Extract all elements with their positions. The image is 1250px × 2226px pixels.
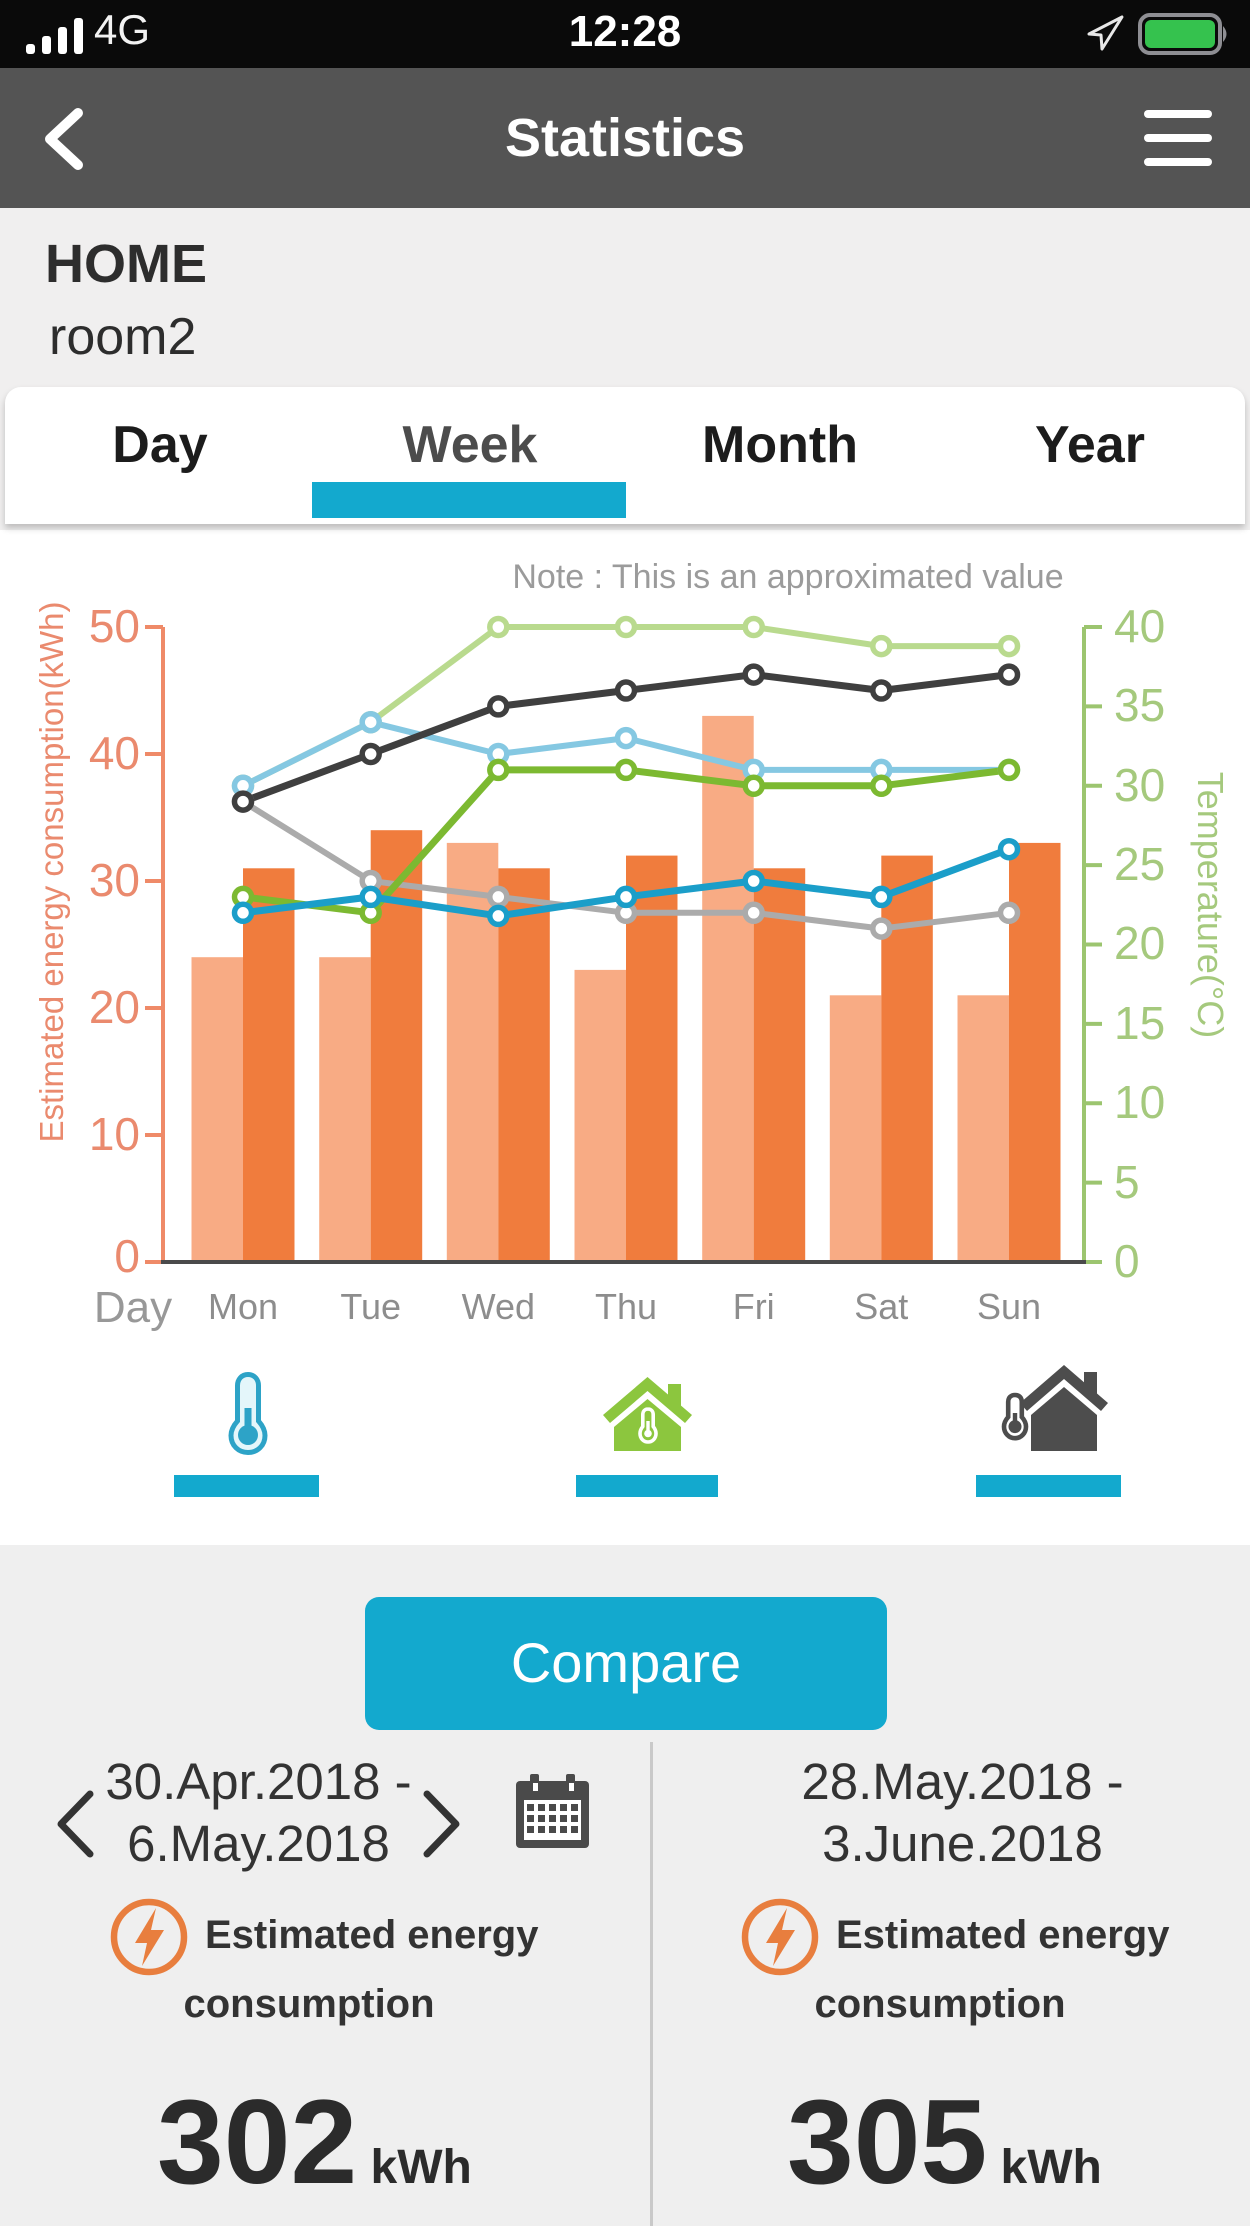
svg-text:0: 0 xyxy=(114,1230,140,1282)
svg-text:Sun: Sun xyxy=(977,1286,1041,1327)
svg-text:40: 40 xyxy=(1114,600,1165,652)
svg-text:10: 10 xyxy=(1114,1076,1165,1128)
svg-text:Mon: Mon xyxy=(208,1286,278,1327)
svg-text:Wed: Wed xyxy=(462,1286,535,1327)
svg-text:Estimated energy consumption(k: Estimated energy consumption(kWh) xyxy=(33,601,70,1142)
svg-text:40: 40 xyxy=(89,727,140,779)
svg-text:15: 15 xyxy=(1114,997,1165,1049)
svg-text:25: 25 xyxy=(1114,838,1165,890)
svg-text:20: 20 xyxy=(89,981,140,1033)
svg-text:0: 0 xyxy=(1114,1235,1140,1287)
svg-text:Thu: Thu xyxy=(595,1286,657,1327)
svg-text:Day: Day xyxy=(94,1283,172,1332)
svg-text:30: 30 xyxy=(89,854,140,906)
svg-text:30: 30 xyxy=(1114,759,1165,811)
svg-text:10: 10 xyxy=(89,1108,140,1160)
svg-text:Note : This is an approximated: Note : This is an approximated value xyxy=(512,558,1063,596)
svg-text:20: 20 xyxy=(1114,917,1165,969)
svg-text:35: 35 xyxy=(1114,679,1165,731)
svg-text:5: 5 xyxy=(1114,1156,1140,1208)
svg-text:Temperature(°C): Temperature(°C) xyxy=(1190,772,1231,1038)
svg-text:Fri: Fri xyxy=(733,1286,775,1327)
svg-text:Sat: Sat xyxy=(854,1286,908,1327)
svg-text:Tue: Tue xyxy=(340,1286,401,1327)
svg-text:50: 50 xyxy=(89,600,140,652)
